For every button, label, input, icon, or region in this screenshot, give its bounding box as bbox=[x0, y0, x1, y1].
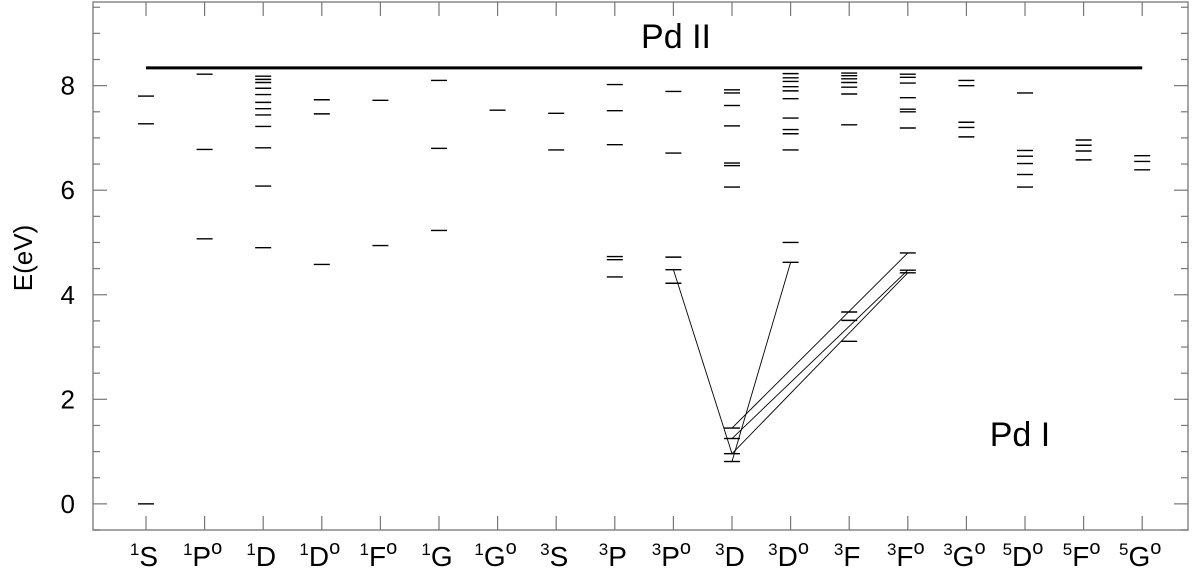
term-multiplicity: 1 bbox=[421, 540, 430, 559]
term-letter: F bbox=[1072, 541, 1089, 572]
term-label: 1Fo bbox=[360, 537, 398, 572]
term-parity: o bbox=[1032, 537, 1043, 559]
term-letter: D bbox=[725, 541, 745, 572]
transition-line bbox=[731, 262, 792, 462]
term-parity: o bbox=[329, 537, 340, 559]
term-label: 5Fo bbox=[1063, 537, 1101, 572]
term-label: 5Do bbox=[1003, 537, 1044, 572]
term-label: 3D bbox=[715, 540, 745, 572]
term-label: 3Go bbox=[943, 537, 985, 572]
term-letter: P bbox=[192, 541, 211, 572]
term-label: 3P bbox=[599, 540, 627, 572]
term-label: 1G bbox=[421, 540, 452, 572]
term-letter: D bbox=[778, 541, 798, 572]
term-label: 5Go bbox=[1119, 537, 1161, 572]
term-letter: F bbox=[843, 541, 860, 572]
y-tick-label: 0 bbox=[61, 489, 75, 519]
term-label: 1D bbox=[246, 540, 276, 572]
term-label: 1Go bbox=[474, 537, 516, 572]
y-tick-labels: 0 2 4 6 8 bbox=[61, 71, 75, 519]
term-letter: S bbox=[139, 541, 158, 572]
term-letter: G bbox=[484, 541, 506, 572]
term-label: 1S bbox=[130, 540, 158, 572]
term-multiplicity: 3 bbox=[540, 540, 549, 559]
term-multiplicity: 3 bbox=[715, 540, 724, 559]
term-parity: o bbox=[211, 537, 222, 559]
term-multiplicity: 3 bbox=[768, 540, 777, 559]
term-multiplicity: 3 bbox=[943, 540, 952, 559]
annotation-pd-ii: Pd II bbox=[641, 18, 711, 56]
term-multiplicity: 5 bbox=[1063, 540, 1072, 559]
y-tick-label: 8 bbox=[61, 71, 75, 101]
term-parity: o bbox=[1150, 537, 1161, 559]
term-multiplicity: 3 bbox=[599, 540, 608, 559]
annotation-pd-i: Pd I bbox=[990, 416, 1050, 454]
term-letter: D bbox=[1012, 541, 1032, 572]
term-letter: S bbox=[550, 541, 569, 572]
term-letter: G bbox=[1128, 541, 1150, 572]
term-letter: P bbox=[661, 541, 680, 572]
transition-lines bbox=[672, 252, 909, 462]
term-multiplicity: 1 bbox=[130, 540, 139, 559]
x-tick-labels: 1S 1Po 1D 1Do 1Fo 1G 1Go 3S 3P 3Po 3D 3Do 3F 3Fo 3Go 5D… bbox=[130, 537, 1161, 572]
term-multiplicity: 5 bbox=[1119, 540, 1128, 559]
term-label: 3Po bbox=[652, 537, 691, 572]
plot-frame bbox=[92, 1, 1189, 531]
term-multiplicity: 1 bbox=[474, 540, 483, 559]
energy-levels bbox=[138, 72, 1151, 505]
term-multiplicity: 1 bbox=[299, 540, 308, 559]
term-multiplicity: 3 bbox=[887, 540, 896, 559]
term-parity: o bbox=[914, 537, 925, 559]
transition-line bbox=[731, 252, 909, 429]
transition-line bbox=[672, 269, 733, 454]
term-letter: D bbox=[309, 541, 329, 572]
term-multiplicity: 3 bbox=[652, 540, 661, 559]
term-parity: o bbox=[680, 537, 691, 559]
term-parity: o bbox=[1089, 537, 1100, 559]
y-tick-label: 6 bbox=[61, 175, 75, 205]
plot-axes bbox=[92, 1, 1189, 531]
term-label: 3S bbox=[540, 540, 568, 572]
term-parity: o bbox=[798, 537, 809, 559]
y-tick-label: 2 bbox=[61, 384, 75, 414]
term-multiplicity: 5 bbox=[1003, 540, 1012, 559]
term-label: 1Po bbox=[183, 537, 222, 572]
transition-line bbox=[731, 272, 909, 454]
term-multiplicity: 3 bbox=[834, 540, 843, 559]
term-letter: F bbox=[896, 541, 913, 572]
term-label: 3Fo bbox=[887, 537, 925, 572]
term-label: 3F bbox=[834, 540, 861, 572]
term-multiplicity: 1 bbox=[360, 540, 369, 559]
term-parity: o bbox=[386, 537, 397, 559]
y-tick-label: 4 bbox=[61, 280, 75, 310]
transition-line bbox=[731, 269, 909, 439]
term-multiplicity: 1 bbox=[246, 540, 255, 559]
term-label: 3Do bbox=[768, 537, 809, 572]
term-letter: G bbox=[953, 541, 975, 572]
y-axis-label: E(eV) bbox=[8, 225, 38, 291]
term-multiplicity: 1 bbox=[183, 540, 192, 559]
term-letter: P bbox=[608, 541, 627, 572]
term-parity: o bbox=[974, 537, 985, 559]
term-letter: D bbox=[256, 541, 276, 572]
term-letter: G bbox=[431, 541, 453, 572]
term-letter: F bbox=[369, 541, 386, 572]
term-label: 1Do bbox=[299, 537, 340, 572]
term-parity: o bbox=[506, 537, 517, 559]
